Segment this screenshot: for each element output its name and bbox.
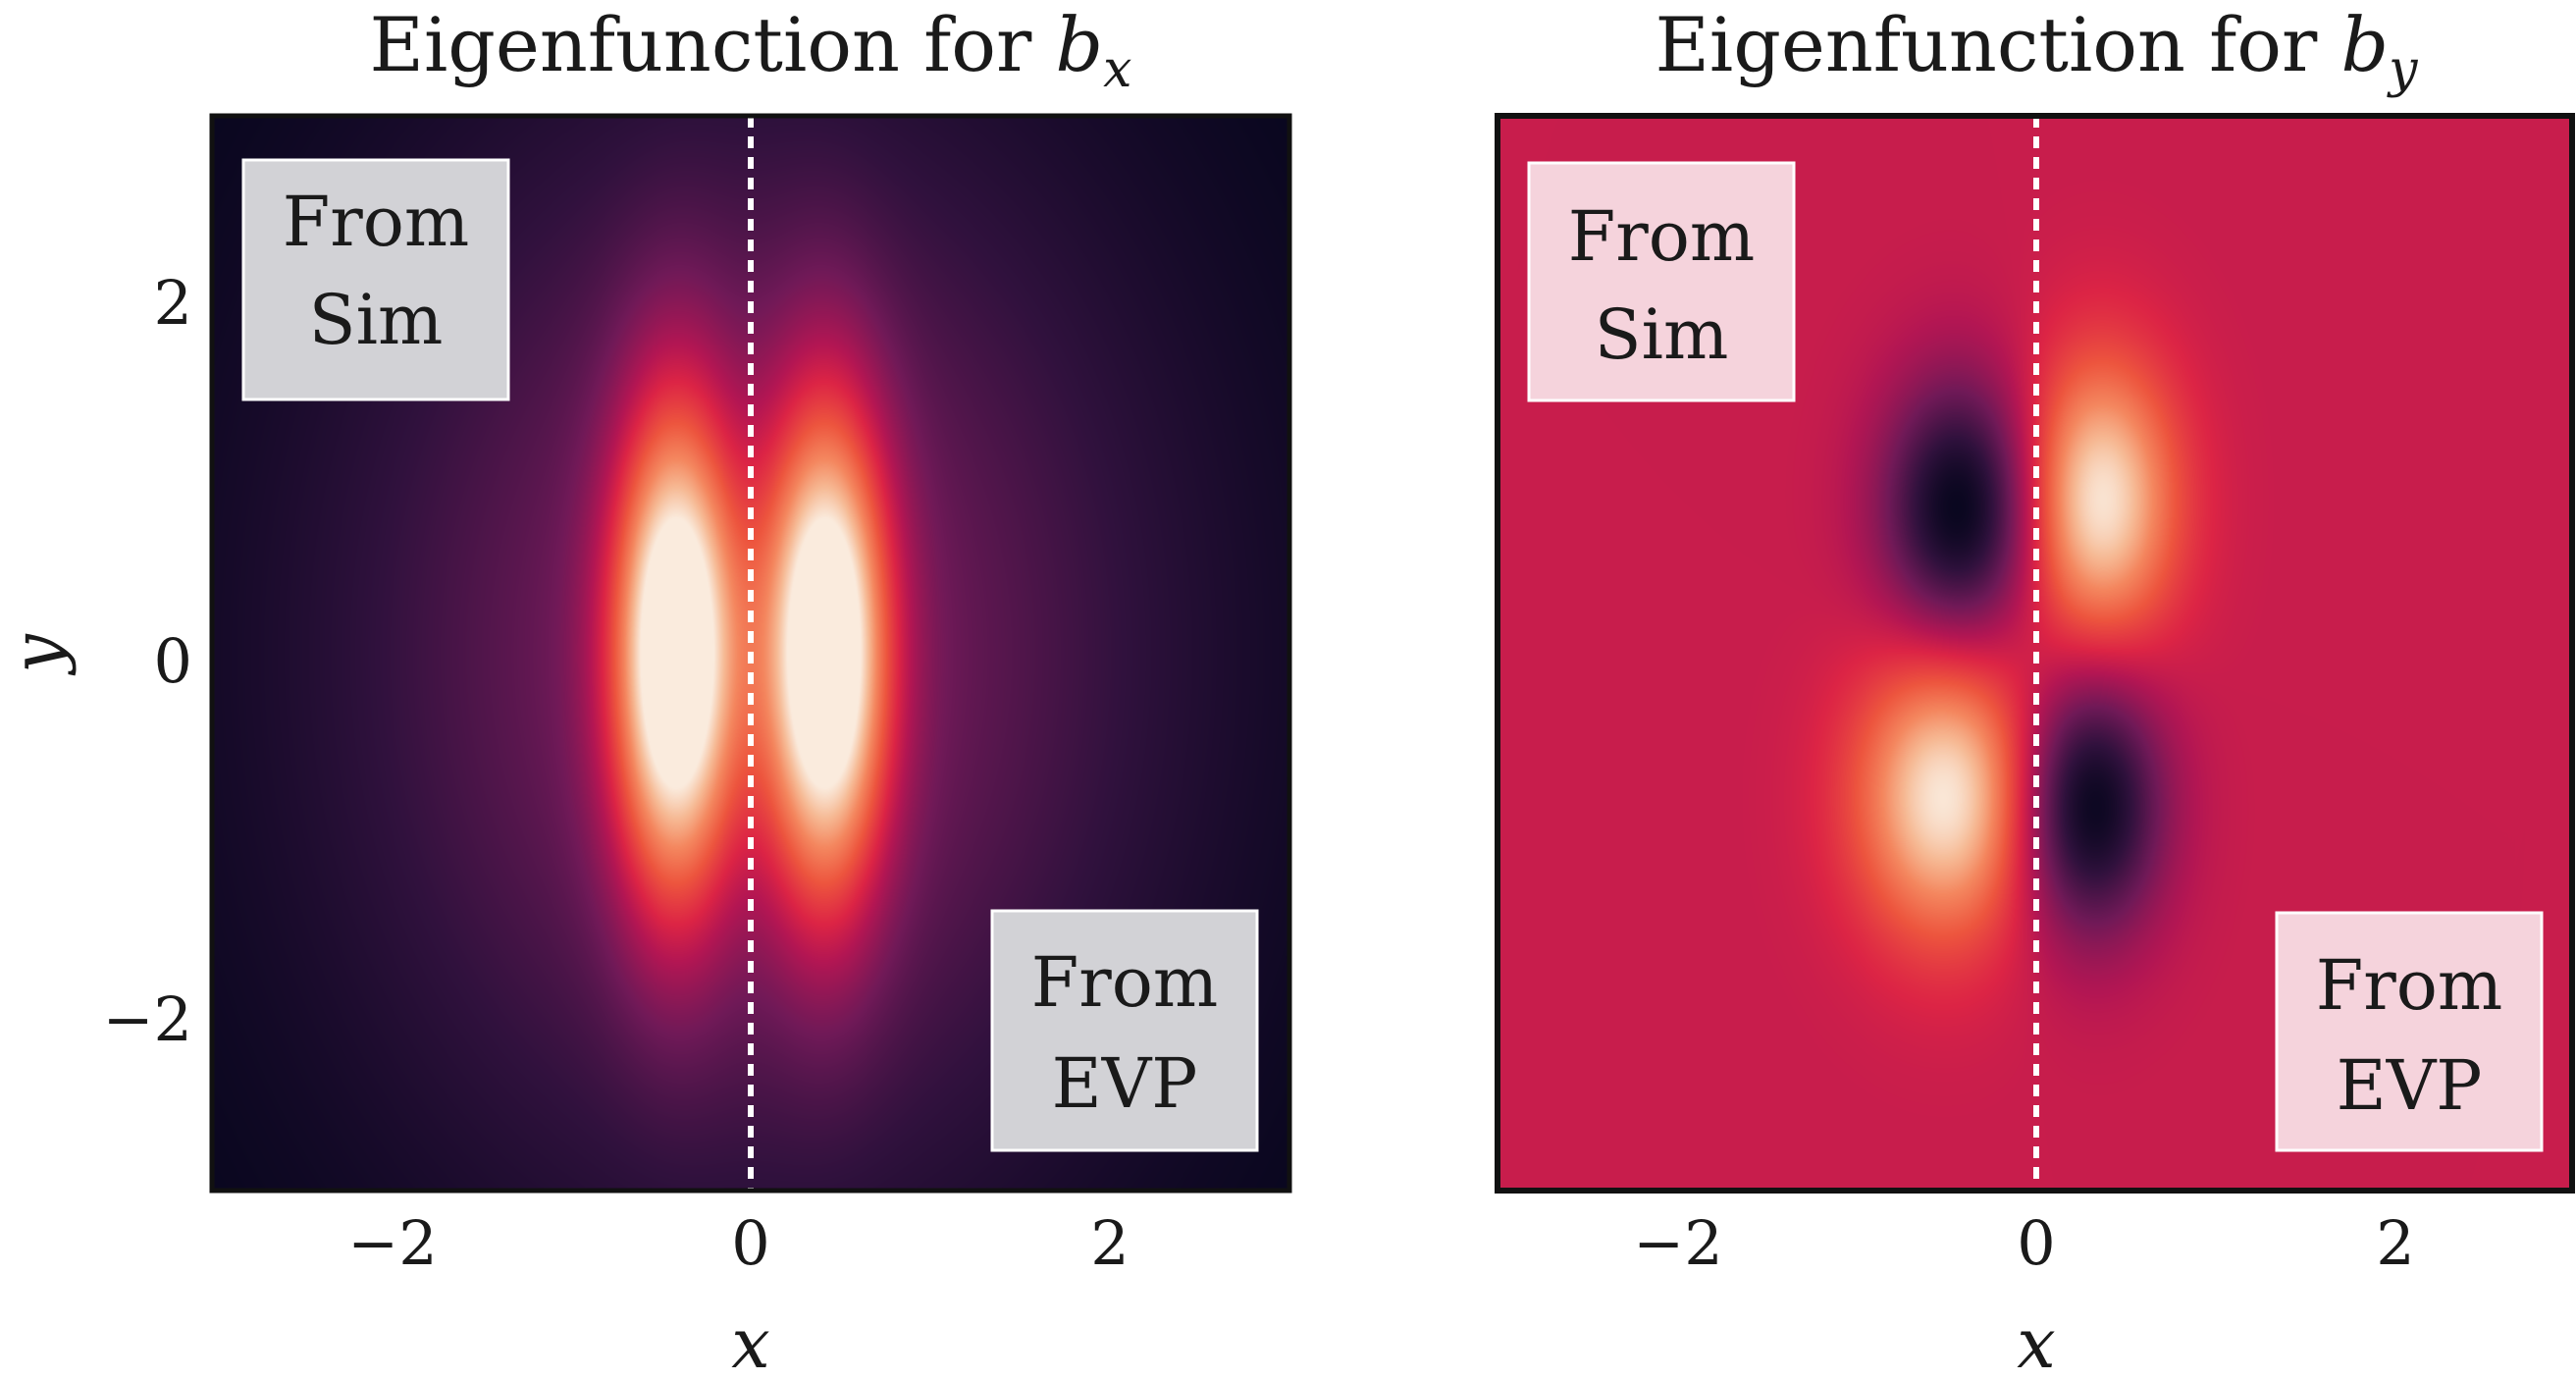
panel-bx-xtick: 0	[731, 1207, 769, 1279]
panel-bx-frame	[209, 113, 1292, 1194]
panel-by-evp-label-line1: From	[2316, 945, 2503, 1026]
panel-bx-ytick: −2	[103, 983, 192, 1055]
panel-by: Eigenfunction for by From Sim From EVP −…	[1495, 1, 2575, 1380]
panel-bx-sim-label-line2: Sim	[309, 280, 444, 360]
panel-bx-evp-label-line2: EVP	[1052, 1043, 1198, 1124]
panel-bx-ylabel: y	[0, 633, 78, 676]
panel-by-xlabel: x	[2017, 1303, 2055, 1380]
panel-by-x-ticks: −2 0 2	[1633, 1207, 2414, 1279]
panel-bx-evp-label-line1: From	[1031, 942, 1219, 1023]
panel-bx: Eigenfunction for bx From Sim From EVP −…	[0, 1, 1292, 1380]
panel-bx-ytick: 2	[154, 267, 192, 339]
panel-by-evp-label-line2: EVP	[2337, 1045, 2483, 1126]
panel-by-sim-label-line1: From	[1568, 196, 1756, 277]
panel-by-evp-label-box	[2275, 911, 2544, 1152]
panel-bx-sim-label: From Sim	[241, 158, 510, 401]
panel-bx-sim-label-line1: From	[283, 182, 470, 262]
panel-bx-x-ticks: −2 0 2	[347, 1207, 1129, 1279]
panel-by-evp-label: From EVP	[2275, 911, 2544, 1152]
panel-bx-sim-label-box	[241, 158, 510, 401]
panel-bx-xtick: 2	[1090, 1207, 1129, 1279]
panel-bx-ytick: 0	[154, 625, 192, 697]
panel-by-sim-label: From Sim	[1527, 161, 1796, 402]
panel-by-xtick: 0	[2017, 1207, 2055, 1279]
panel-bx-xlabel: x	[731, 1303, 769, 1380]
panel-bx-title: Eigenfunction for bx	[369, 1, 1131, 99]
panel-by-sim-label-line2: Sim	[1595, 294, 1729, 375]
panel-by-title: Eigenfunction for by	[1655, 1, 2418, 99]
panel-by-xtick: −2	[1633, 1207, 1722, 1279]
panel-by-xtick: 2	[2376, 1207, 2414, 1279]
panel-bx-xtick: −2	[347, 1207, 437, 1279]
panel-by-sim-label-box	[1527, 161, 1796, 402]
panel-bx-evp-label-box	[990, 909, 1259, 1152]
panel-bx-y-ticks: 2 0 −2	[103, 267, 192, 1055]
panel-by-frame	[1495, 113, 2575, 1194]
panel-bx-evp-label: From EVP	[990, 909, 1259, 1152]
